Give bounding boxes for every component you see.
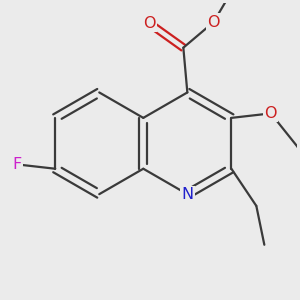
Text: O: O bbox=[207, 15, 220, 30]
Text: O: O bbox=[265, 106, 277, 121]
Text: F: F bbox=[13, 157, 22, 172]
Text: O: O bbox=[143, 16, 156, 31]
Text: N: N bbox=[181, 187, 194, 202]
